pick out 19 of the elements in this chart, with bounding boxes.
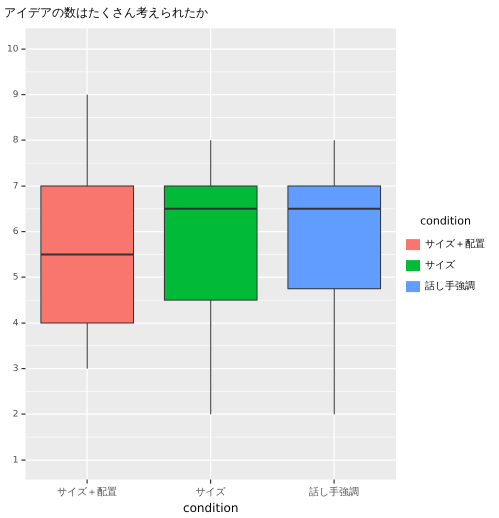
- chart-title: アイデアの数はたくさん考えられたか: [4, 5, 208, 20]
- x-tick-label: 話し手強調: [309, 486, 360, 498]
- y-tick-label: 8: [12, 136, 19, 146]
- y-tick-label: 3: [12, 364, 18, 374]
- y-tick-label: 1: [12, 455, 18, 466]
- legend-title: condition: [420, 214, 471, 228]
- x-tick-label: サイズ＋配置: [57, 486, 118, 498]
- legend-label: 話し手強調: [425, 280, 475, 292]
- legend-label: サイズ: [425, 259, 456, 272]
- y-tick-label: 9: [12, 90, 19, 100]
- y-tick-label: 2: [12, 410, 18, 420]
- y-tick-label: 5: [12, 272, 18, 283]
- x-axis-title: condition: [182, 500, 238, 515]
- y-tick-label: 6: [12, 226, 19, 237]
- y-tick-label: 4: [12, 318, 19, 328]
- y-tick-label: 7: [12, 181, 18, 192]
- y-tick-label: 10: [7, 44, 19, 54]
- x-tick-label: サイズ: [196, 486, 227, 498]
- legend-label: サイズ＋配置: [425, 238, 485, 250]
